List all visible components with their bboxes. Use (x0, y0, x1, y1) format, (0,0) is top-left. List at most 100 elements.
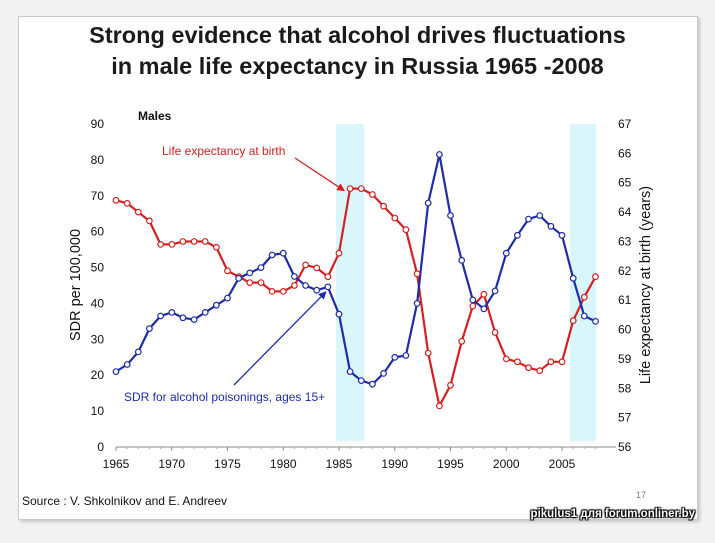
data-point-sdr (447, 212, 454, 219)
data-point-sdr (357, 377, 365, 385)
slide-title: Strong evidence that alcohol drives fluc… (0, 20, 715, 82)
data-point-life-expectancy (514, 358, 521, 366)
data-point-sdr (547, 222, 555, 230)
data-point-life-expectancy (346, 185, 354, 193)
data-point-life-expectancy (469, 302, 477, 310)
data-point-life-expectancy (569, 317, 577, 325)
data-point-life-expectancy (145, 217, 153, 225)
highlight-bands (336, 124, 597, 441)
data-point-sdr (525, 215, 532, 223)
data-point-sdr (424, 199, 432, 207)
data-point-life-expectancy (279, 288, 287, 295)
y2-tick-label: 58 (618, 381, 632, 395)
data-point-sdr (190, 316, 198, 324)
life-expectancy-annotation: Life expectancy at birth (162, 144, 285, 158)
watermark: pikulus1 для forum.onliner.by (530, 508, 695, 520)
data-point-life-expectancy (480, 290, 488, 298)
x-tick-label: 1985 (326, 457, 353, 471)
x-tick-label: 1970 (158, 457, 185, 471)
data-point-life-expectancy (413, 270, 421, 278)
data-point-sdr (436, 151, 443, 158)
data-point-life-expectancy (558, 358, 566, 366)
x-tick-label: 2005 (549, 457, 576, 471)
data-point-life-expectancy (380, 202, 388, 210)
y-tick-label: 30 (91, 332, 105, 346)
data-point-sdr (514, 231, 521, 239)
x-tick-labels: 1965 1970 1975 1980 1985 1990 1995 2000 2005 (103, 447, 596, 471)
life-expectancy-arrow (294, 157, 345, 192)
data-point-sdr (335, 310, 343, 318)
x-tick-label: 1980 (270, 457, 297, 471)
data-point-life-expectancy (123, 199, 131, 207)
y-tick-label: 10 (91, 404, 105, 418)
y2-tick-label: 64 (618, 205, 632, 219)
y2-tick-label: 67 (618, 117, 632, 131)
data-point-life-expectancy (179, 238, 187, 245)
data-point-life-expectancy (502, 355, 510, 363)
data-point-life-expectancy (201, 238, 209, 245)
x-tick-label: 1965 (103, 457, 130, 471)
data-point-life-expectancy (246, 279, 254, 287)
data-point-sdr (123, 361, 131, 368)
data-point-sdr (413, 300, 421, 307)
data-point-life-expectancy (313, 264, 321, 272)
page-number: 17 (636, 490, 647, 500)
data-point-sdr (302, 282, 310, 289)
data-point-sdr (179, 314, 187, 322)
data-point-life-expectancy (391, 214, 399, 222)
data-point-sdr (480, 305, 488, 313)
y2-tick-label: 65 (618, 176, 632, 190)
data-point-life-expectancy (134, 208, 142, 216)
source-note: Source : V. Shkolnikov and E. Andreev (22, 494, 228, 508)
y-tick-label: 20 (91, 368, 105, 382)
y2-tick-labels: 56 57 58 59 60 61 62 63 64 65 66 67 (618, 117, 632, 454)
series-points (112, 151, 599, 410)
data-point-sdr (569, 274, 577, 282)
data-point-sdr (402, 352, 410, 359)
y-tick-label: 60 (91, 225, 105, 239)
y-tick-label: 70 (91, 189, 105, 203)
data-point-life-expectancy (580, 293, 588, 301)
y-tick-label: 90 (91, 117, 105, 131)
data-point-life-expectancy (436, 402, 443, 410)
x-tick-label: 2000 (493, 457, 520, 471)
data-point-sdr (291, 273, 298, 280)
data-point-sdr (168, 309, 176, 316)
data-point-sdr (201, 309, 209, 316)
data-point-life-expectancy (424, 349, 432, 357)
data-point-sdr (112, 368, 120, 376)
data-point-sdr (212, 301, 220, 309)
x-tick-label: 1995 (437, 457, 464, 471)
data-point-life-expectancy (224, 267, 231, 275)
y2-tick-label: 57 (618, 411, 632, 425)
data-point-life-expectancy (302, 261, 310, 269)
y2-tick-label: 56 (618, 440, 632, 454)
data-point-sdr (324, 283, 332, 291)
data-point-life-expectancy (491, 329, 499, 336)
highlight-band-1 (336, 124, 365, 441)
x-tick-label: 1975 (214, 457, 241, 471)
y-tick-label: 0 (97, 440, 104, 454)
y-tick-label: 50 (91, 261, 105, 275)
data-point-sdr (134, 348, 142, 356)
y2-tick-label: 63 (618, 234, 632, 248)
data-point-life-expectancy (525, 364, 532, 372)
y2-tick-label: 61 (618, 293, 632, 307)
data-point-sdr (157, 312, 165, 320)
data-point-life-expectancy (547, 358, 555, 366)
panel-label: Males (138, 109, 172, 123)
y-tick-label: 40 (91, 296, 105, 310)
annotations: Life expectancy at birth SDR for alcohol… (124, 144, 345, 404)
data-point-sdr (502, 249, 510, 257)
sdr-annotation: SDR for alcohol poisonings, ages 15+ (124, 390, 325, 404)
data-point-sdr (268, 251, 276, 259)
data-point-life-expectancy (402, 226, 410, 234)
y2-axis-label: Life expectancy at birth (years) (638, 186, 654, 384)
data-point-life-expectancy (335, 249, 343, 257)
data-point-sdr (380, 370, 388, 377)
data-point-life-expectancy (257, 279, 265, 287)
data-point-sdr (592, 318, 599, 325)
data-point-life-expectancy (458, 337, 466, 345)
